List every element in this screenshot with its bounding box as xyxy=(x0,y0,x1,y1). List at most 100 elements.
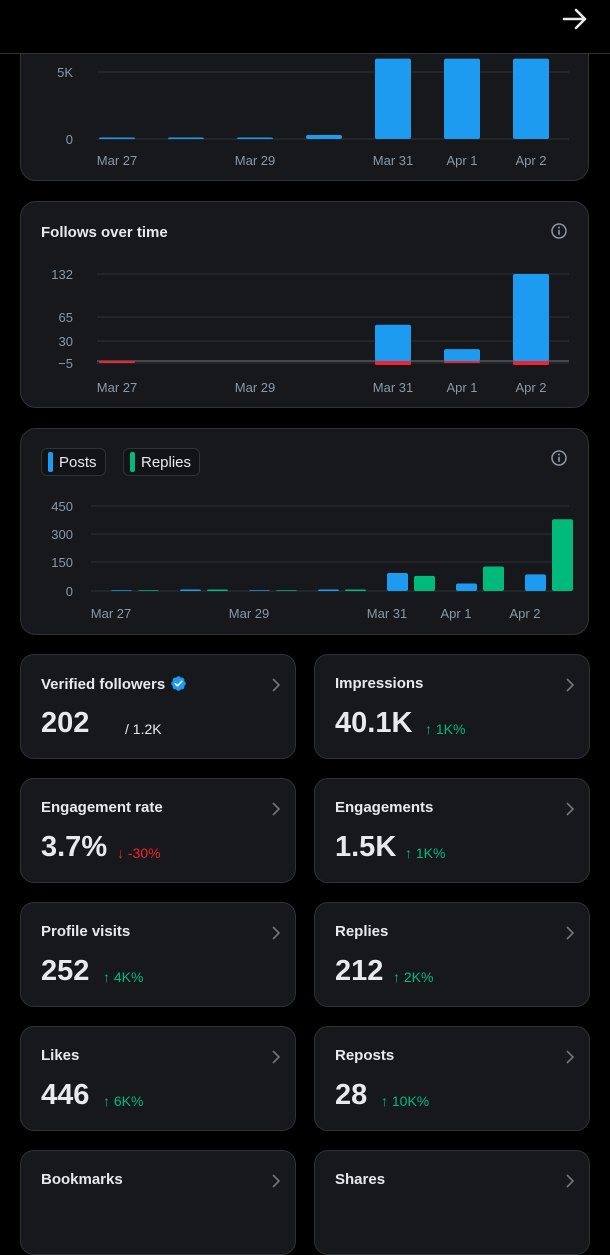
bar-posts[interactable] xyxy=(456,583,477,591)
x-tick-label: Mar 31 xyxy=(373,380,413,395)
stat-label: Engagement rate xyxy=(41,799,163,816)
bar-replies[interactable] xyxy=(345,589,366,592)
stat-label: Profile visits xyxy=(41,923,131,940)
stat-delta: ↑ 1K% xyxy=(405,845,446,861)
stat-value: 212 xyxy=(335,955,384,987)
info-icon[interactable] xyxy=(550,222,568,240)
bar-posts[interactable] xyxy=(525,574,546,591)
stat-delta: ↑ 4K% xyxy=(103,969,144,985)
x-tick-label: Mar 29 xyxy=(229,606,269,621)
stat-delta: ↑ 6K% xyxy=(103,1093,144,1109)
bar[interactable] xyxy=(99,137,135,140)
bar-posts[interactable] xyxy=(387,573,408,591)
legend-posts-label: Posts xyxy=(59,453,97,471)
stat-value: 40.1K xyxy=(335,707,413,739)
x-tick-label: Apr 1 xyxy=(440,606,471,621)
y-tick-label: 0 xyxy=(66,132,73,147)
bar-unfollows[interactable] xyxy=(513,361,549,365)
x-tick-label: Apr 2 xyxy=(515,153,546,168)
stat-delta: ↑ 2K% xyxy=(393,969,434,985)
bar[interactable] xyxy=(513,58,549,139)
bar-follows[interactable] xyxy=(444,349,480,361)
verified-badge-icon xyxy=(171,676,186,691)
stat-verified-followers[interactable]: Verified followers 202 / 1.2K xyxy=(20,654,296,759)
stat-likes[interactable]: Likes 446 ↑ 6K% xyxy=(20,1026,296,1131)
bar[interactable] xyxy=(306,134,342,139)
stat-value: 3.7% xyxy=(41,831,108,863)
stat-label: Engagements xyxy=(335,799,434,816)
chevron-right-icon xyxy=(272,926,281,940)
y-tick-label: −5 xyxy=(58,356,73,371)
chevron-right-icon xyxy=(566,678,575,692)
bar-replies[interactable] xyxy=(552,519,573,591)
stat-engagements[interactable]: Engagements 1.5K ↑ 1K% xyxy=(314,778,590,883)
chevron-right-icon xyxy=(272,678,281,692)
stat-replies[interactable]: Replies 212 ↑ 2K% xyxy=(314,902,590,1007)
y-tick-label: 0 xyxy=(66,584,73,599)
bar-follows[interactable] xyxy=(375,324,411,361)
bar-replies[interactable] xyxy=(207,589,228,592)
bar[interactable] xyxy=(375,58,411,139)
stat-value: 202 xyxy=(41,707,90,739)
chevron-right-icon xyxy=(272,1050,281,1064)
stat-value: 446 xyxy=(41,1079,90,1111)
bar-replies[interactable] xyxy=(138,590,159,591)
bar-posts[interactable] xyxy=(111,590,132,591)
stat-bookmarks[interactable]: Bookmarks xyxy=(20,1150,296,1255)
y-tick-label: 300 xyxy=(51,527,73,542)
info-icon[interactable] xyxy=(550,449,568,467)
bar-unfollows[interactable] xyxy=(375,361,411,365)
bar-replies[interactable] xyxy=(276,590,297,591)
y-tick-label: 65 xyxy=(59,310,73,325)
legend-replies[interactable]: Replies xyxy=(123,448,201,476)
x-tick-label: Apr 2 xyxy=(515,380,546,395)
bar[interactable] xyxy=(168,137,204,140)
chevron-right-icon xyxy=(566,802,575,816)
stat-label: Impressions xyxy=(335,675,424,692)
y-tick-label: 132 xyxy=(51,267,73,282)
x-tick-label: Mar 27 xyxy=(91,606,131,621)
stat-label: Shares xyxy=(335,1171,386,1188)
chart-title: Follows over time xyxy=(41,224,168,241)
follows-chart-card: Follows over time 132 65 30 −5 Mar 27 Mar 29 M… xyxy=(20,201,589,408)
follows-chart: 132 65 30 −5 Mar 27 Mar 29 Mar 31 Apr 1 Apr 2 xyxy=(51,267,569,395)
stat-shares[interactable]: Shares xyxy=(314,1150,590,1255)
bar-follows[interactable] xyxy=(513,274,549,361)
chevron-right-icon xyxy=(272,1174,281,1188)
bar-replies[interactable] xyxy=(483,566,504,591)
stat-reposts[interactable]: Reposts 28 ↑ 10K% xyxy=(314,1026,590,1131)
bar-posts[interactable] xyxy=(318,589,339,592)
bar[interactable] xyxy=(237,137,273,140)
bar[interactable] xyxy=(444,58,480,139)
y-tick-label: 450 xyxy=(51,499,73,514)
bar-unfollows[interactable] xyxy=(99,361,135,363)
y-tick-label: 30 xyxy=(59,334,73,349)
stat-label: Bookmarks xyxy=(41,1171,123,1188)
y-tick-label: 150 xyxy=(51,555,73,570)
arrow-right-icon[interactable] xyxy=(560,4,590,34)
x-tick-label: Apr 1 xyxy=(446,380,477,395)
bar-unfollows[interactable] xyxy=(444,361,480,363)
x-tick-label: Apr 2 xyxy=(509,606,540,621)
stat-engagement-rate[interactable]: Engagement rate 3.7% ↓ -30% xyxy=(20,778,296,883)
stat-label: Replies xyxy=(335,923,389,940)
legend-posts[interactable]: Posts xyxy=(41,448,106,476)
posts-replies-chart-card: Posts Replies 450 300 150 0 Mar 27 Mar 29 Mar … xyxy=(20,428,589,635)
bar-posts[interactable] xyxy=(180,589,201,592)
x-tick-label: Mar 31 xyxy=(373,153,413,168)
stat-label: Reposts xyxy=(335,1047,395,1064)
stat-value: 252 xyxy=(41,955,90,987)
replies-swatch xyxy=(130,452,135,472)
stat-label-wrap: Verified followers xyxy=(41,675,187,693)
bar-posts[interactable] xyxy=(249,590,270,591)
bar-replies[interactable] xyxy=(414,575,435,591)
legend-replies-label: Replies xyxy=(141,453,192,471)
x-tick-label: Mar 29 xyxy=(235,380,275,395)
stat-profile-visits[interactable]: Profile visits 252 ↑ 4K% xyxy=(20,902,296,1007)
posts-swatch xyxy=(48,452,53,472)
x-tick-label: Mar 27 xyxy=(97,153,137,168)
top-bar xyxy=(0,0,610,54)
chevron-right-icon xyxy=(566,1174,575,1188)
stat-impressions[interactable]: Impressions 40.1K ↑ 1K% xyxy=(314,654,590,759)
stat-label: Verified followers xyxy=(41,676,166,693)
